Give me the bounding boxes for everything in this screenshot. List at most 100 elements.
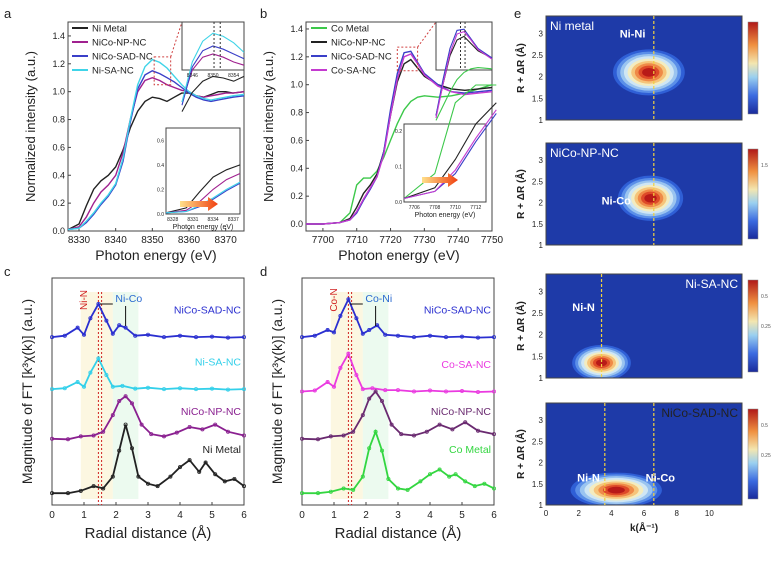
- x-tick-label: 8: [674, 509, 679, 518]
- wt-contours: [546, 16, 742, 120]
- zoom-connector: [417, 21, 437, 48]
- series-marker: [174, 430, 179, 435]
- x-tick-label: 8350: [141, 235, 164, 246]
- legend-label: Co-SA-NC: [331, 66, 376, 77]
- inset-tick-label: 7710: [450, 205, 461, 211]
- y-tick-label: 3: [539, 29, 544, 38]
- y-tick-label: 2: [539, 459, 544, 468]
- series-marker: [104, 318, 109, 323]
- series-marker: [328, 489, 333, 494]
- series-marker: [427, 388, 432, 393]
- inset-tick-label: 0.1: [395, 165, 402, 171]
- series-marker: [66, 491, 71, 496]
- series-line: [301, 351, 495, 393]
- y-tick-label: 1.2: [290, 52, 303, 62]
- x-axis-label: k(Å⁻¹): [630, 521, 658, 534]
- y-tick-label: 0.8: [290, 108, 303, 118]
- series-marker: [447, 474, 452, 479]
- map-title: NiCo-SAD-NC: [661, 406, 738, 420]
- series-marker: [197, 469, 202, 474]
- x-tick-label: 7740: [447, 235, 470, 246]
- series-marker: [101, 429, 106, 434]
- series-marker: [383, 388, 388, 393]
- series-marker: [161, 434, 166, 439]
- inset-bottom-line: [165, 164, 241, 214]
- map-title: NiCo-NP-NC: [550, 146, 619, 160]
- series-label: Co-SA-NC: [441, 359, 491, 371]
- series-marker: [338, 365, 343, 370]
- series-marker: [78, 434, 83, 439]
- series-line: [301, 390, 495, 441]
- panel-b: 0.0 0.2 0.4 0.6 0.8 1.0 1.2 1.4 7700 7710 7720 7730…: [261, 21, 504, 263]
- series-marker: [367, 396, 372, 401]
- inset-tick-label: 7706: [409, 205, 420, 211]
- panel-d: 0 1 2 3 4 5 6 Radial distance (Å) Magnitude of F…: [269, 277, 497, 542]
- x-tick-label: 6: [642, 509, 647, 518]
- series-marker: [110, 331, 115, 336]
- colorbar-tick: 0.5: [761, 294, 768, 300]
- inset-bottom-frame: [403, 123, 487, 203]
- bond-annotation: Co-N: [329, 288, 340, 311]
- legend-label: NiCo-SAD-NC: [331, 52, 392, 63]
- x-tick-label: 7700: [312, 235, 335, 246]
- series-marker: [117, 323, 122, 328]
- y-tick-label: 0.0: [52, 226, 65, 236]
- wt-contour: [644, 193, 657, 203]
- y-tick-label: 0.2: [290, 191, 303, 201]
- panel-letter: e: [514, 6, 521, 21]
- wt-map-3: 1 1.5 2 2.5 3 R + ΔR (Å) NiCo-SAD-NC Ni-N Ni-Co 0…: [514, 402, 771, 534]
- series-marker: [427, 472, 432, 477]
- colorbar-tick: 0.25: [761, 453, 771, 459]
- series-marker: [88, 316, 93, 321]
- series-marker: [149, 432, 154, 437]
- series-marker: [200, 427, 205, 432]
- wt-contour: [607, 486, 625, 494]
- series-label: NiCo-SAD-NC: [174, 304, 242, 316]
- colorbar: [747, 279, 759, 373]
- series-marker: [241, 433, 246, 438]
- inset-top-line: [181, 75, 245, 112]
- series-marker: [177, 333, 182, 338]
- series-marker: [177, 386, 182, 391]
- series-line: [67, 76, 245, 231]
- y-tick-label: 2.5: [532, 177, 544, 186]
- x-tick-label: 6: [491, 510, 497, 521]
- colorbar: [747, 408, 759, 500]
- x-tick-label: 6: [241, 510, 247, 521]
- series-line: [301, 297, 495, 339]
- series-marker: [161, 335, 166, 340]
- series-marker: [145, 481, 150, 486]
- inset-bottom-line: [403, 109, 497, 200]
- zoom-connector: [170, 21, 183, 57]
- series-line: [67, 91, 245, 231]
- x-tick-label: 10: [705, 509, 714, 518]
- series-marker: [145, 385, 150, 390]
- bond-annotation: Ni-Co: [646, 473, 676, 485]
- series-marker: [360, 413, 365, 418]
- series-marker: [351, 487, 356, 492]
- colorbar: [747, 148, 759, 240]
- series-line: [51, 356, 245, 391]
- series-marker: [66, 437, 71, 442]
- series-marker: [75, 380, 80, 385]
- series-marker: [136, 474, 141, 479]
- y-tick-label: 3: [539, 156, 544, 165]
- series-label: NiCo-SAD-NC: [424, 304, 492, 316]
- series-marker: [133, 386, 138, 391]
- map-title: Ni metal: [550, 19, 594, 33]
- panel-c: 0 1 2 3 4 5 6 Radial distance (Å) Magnitude of F…: [19, 277, 247, 542]
- series-marker: [463, 420, 468, 425]
- series-marker: [472, 484, 477, 489]
- x-tick-label: 0: [299, 510, 305, 521]
- y-axis-label: Magnitude of FT [k³χ(k)] (a.u.): [269, 299, 285, 484]
- map-frame: [545, 15, 743, 121]
- y-tick-label: 0.6: [290, 135, 303, 145]
- x-tick-label: 3: [395, 510, 401, 521]
- x-tick-label: 2: [576, 509, 581, 518]
- inset-axis-label: Photon energy (eV): [173, 224, 234, 231]
- series-marker: [187, 458, 192, 463]
- series-marker: [225, 335, 230, 340]
- y-tick-label: 1.2: [52, 59, 65, 69]
- series-marker: [139, 422, 144, 427]
- series-marker: [453, 472, 458, 477]
